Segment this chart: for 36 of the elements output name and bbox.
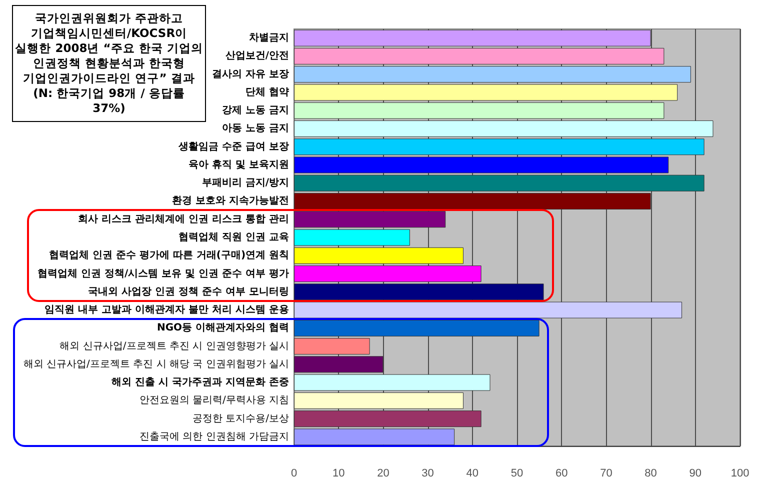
y-tick-label: 협력업체 직원 인권 교육 [178, 232, 289, 243]
y-tick-label: 해외 신규사업/프로젝트 추진 시 해당 국 인권위험평가 실시 [23, 358, 289, 370]
y-tick-label: 부패비리 금지/방지 [202, 178, 289, 189]
y-tick-label: 결사의 자유 보장 [212, 68, 289, 80]
x-tick-label: 20 [377, 468, 390, 480]
bar [294, 302, 682, 318]
y-tick-label: 생활임금 수준 급여 보장 [178, 141, 289, 152]
x-tick-label: 100 [730, 468, 750, 480]
y-tick-label: 아동 노동 금지 [222, 123, 289, 134]
text: 국가인권위원회가 주관하고 기업책임시민센터/KOCSR이 실행한 2008년 “주요 한국 기업의 인권정책 현황분석과 한국형 기업인권가이드라인 연구” 결과 (N: 한국기업 98개 / 응답률 37%) [12, 5, 206, 122]
y-tick-label: 임직원 내부 고발과 이해관계자 불만 처리 시스템 운용 [44, 304, 289, 316]
y-tick-label: 진출국에 의한 인권침해 가담금지 [139, 431, 289, 442]
y-tick-label: 회사 리스크 관리체계에 인권 리스크 통합 관리 [78, 214, 289, 225]
x-tick-label: 10 [332, 468, 345, 480]
y-tick-label: 공정한 토지수용/보상 [192, 413, 289, 424]
y-tick-label: 단체 협약 [246, 86, 289, 98]
y-tick-label: 해외 진출 시 국가주권과 지역문화 존중 [112, 377, 289, 388]
x-tick-label: 0 [290, 468, 298, 480]
y-tick-label: 협력업체 인권 준수 평가에 따른 거래(구매)연계 원칙 [48, 250, 289, 262]
x-tick-label: 80 [644, 468, 657, 480]
y-tick-label: 강제 노동 금지 [222, 105, 289, 116]
y-tick-label: 해외 신규사업/프로젝트 추진 시 인권영향평가 실시 [60, 340, 289, 352]
y-tick-label: NGO등 이해관계자와의 협력 [156, 322, 289, 334]
y-tick-label: 차별금지 [249, 32, 289, 44]
y-tick-label: 국내외 사업장 인권 정책 준수 여부 모니터링 [88, 286, 289, 298]
y-tick-label: 산업보건/안전 [225, 50, 289, 62]
y-tick-label: 협력업체 인권 정책/시스템 보유 및 인권 준수 여부 평가 [37, 268, 289, 280]
x-tick-label: 90 [689, 468, 702, 480]
y-tick-label: 환경 보호와 지속가능발전 [172, 196, 289, 207]
x-tick-label: 60 [555, 468, 568, 480]
y-tick-label: 육아 휴직 및 보육지원 [188, 159, 289, 170]
y-tick-label: 안전요원의 물리력/무력사용 지침 [139, 395, 289, 406]
x-tick-label: 50 [510, 468, 524, 480]
x-tick-label: 70 [600, 468, 612, 480]
x-tick-label: 40 [466, 468, 479, 480]
x-tick-label: 30 [422, 468, 434, 480]
